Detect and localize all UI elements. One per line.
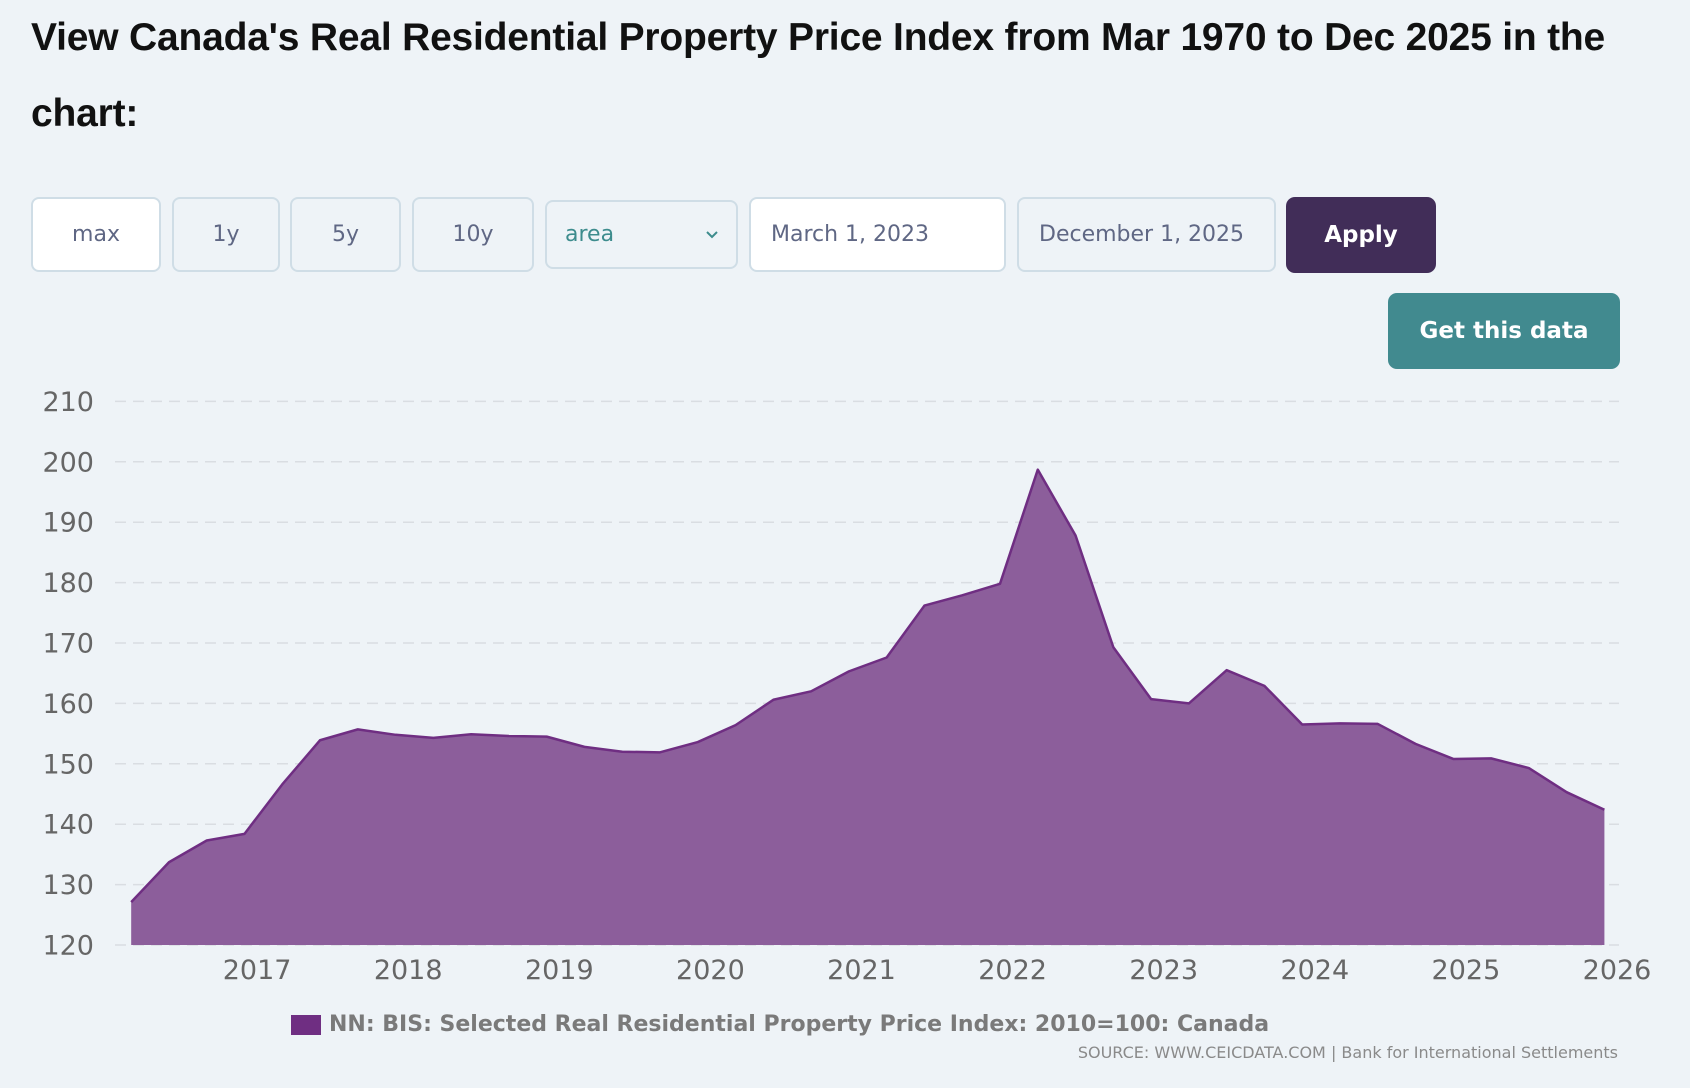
range-button-max[interactable]: max (31, 197, 161, 272)
chevron-down-icon (706, 231, 718, 239)
y-axis-ticks: 120 130 140 150 160 170 180 190 200 210 (42, 387, 94, 962)
series-layer (130, 468, 1605, 945)
y-tick-label: 150 (42, 749, 94, 780)
x-tick-label: 2026 (1583, 955, 1652, 986)
y-tick-label: 170 (42, 629, 94, 660)
x-tick-label: 2020 (676, 955, 745, 986)
x-tick-label: 2017 (223, 955, 292, 986)
y-tick-label: 180 (42, 568, 94, 599)
series-area (131, 469, 1605, 945)
series-line (130, 468, 1605, 903)
x-tick-label: 2019 (525, 955, 594, 986)
apply-button[interactable]: Apply (1286, 197, 1436, 273)
range-button-10y[interactable]: 10y (412, 197, 534, 272)
y-tick-label: 160 (42, 689, 94, 720)
y-tick-label: 130 (42, 870, 94, 901)
chart-type-value: area (565, 222, 615, 247)
y-tick-label: 210 (42, 387, 94, 418)
source-credit: SOURCE: WWW.CEICDATA.COM | Bank for Inte… (1077, 1043, 1618, 1062)
x-tick-label: 2021 (827, 955, 896, 986)
x-tick-label: 2025 (1432, 955, 1501, 986)
y-tick-label: 190 (42, 508, 94, 539)
start-date-input[interactable] (749, 197, 1006, 272)
x-tick-label: 2024 (1280, 955, 1349, 986)
legend-label: NN: BIS: Selected Real Residential Prope… (329, 1012, 1270, 1037)
x-tick-label: 2018 (374, 955, 443, 986)
chart-type-select[interactable]: area (545, 200, 738, 269)
x-axis-ticks: 2017 2018 2019 2020 2021 2022 2023 2024 2025 2026 (223, 955, 1652, 986)
x-tick-label: 2022 (978, 955, 1047, 986)
y-tick-label: 200 (42, 447, 94, 478)
legend-swatch (291, 1014, 321, 1035)
x-tick-label: 2023 (1129, 955, 1198, 986)
page-title: View Canada's Real Residential Property … (31, 16, 1606, 135)
range-button-5y[interactable]: 5y (290, 197, 401, 272)
end-date-input[interactable] (1017, 197, 1276, 272)
y-tick-label: 140 (42, 810, 94, 841)
range-button-1y[interactable]: 1y (172, 197, 280, 272)
get-this-data-button[interactable]: Get this data (1388, 293, 1620, 369)
legend-item[interactable]: NN: BIS: Selected Real Residential Prope… (291, 1012, 1269, 1037)
y-tick-label: 120 (42, 931, 94, 962)
